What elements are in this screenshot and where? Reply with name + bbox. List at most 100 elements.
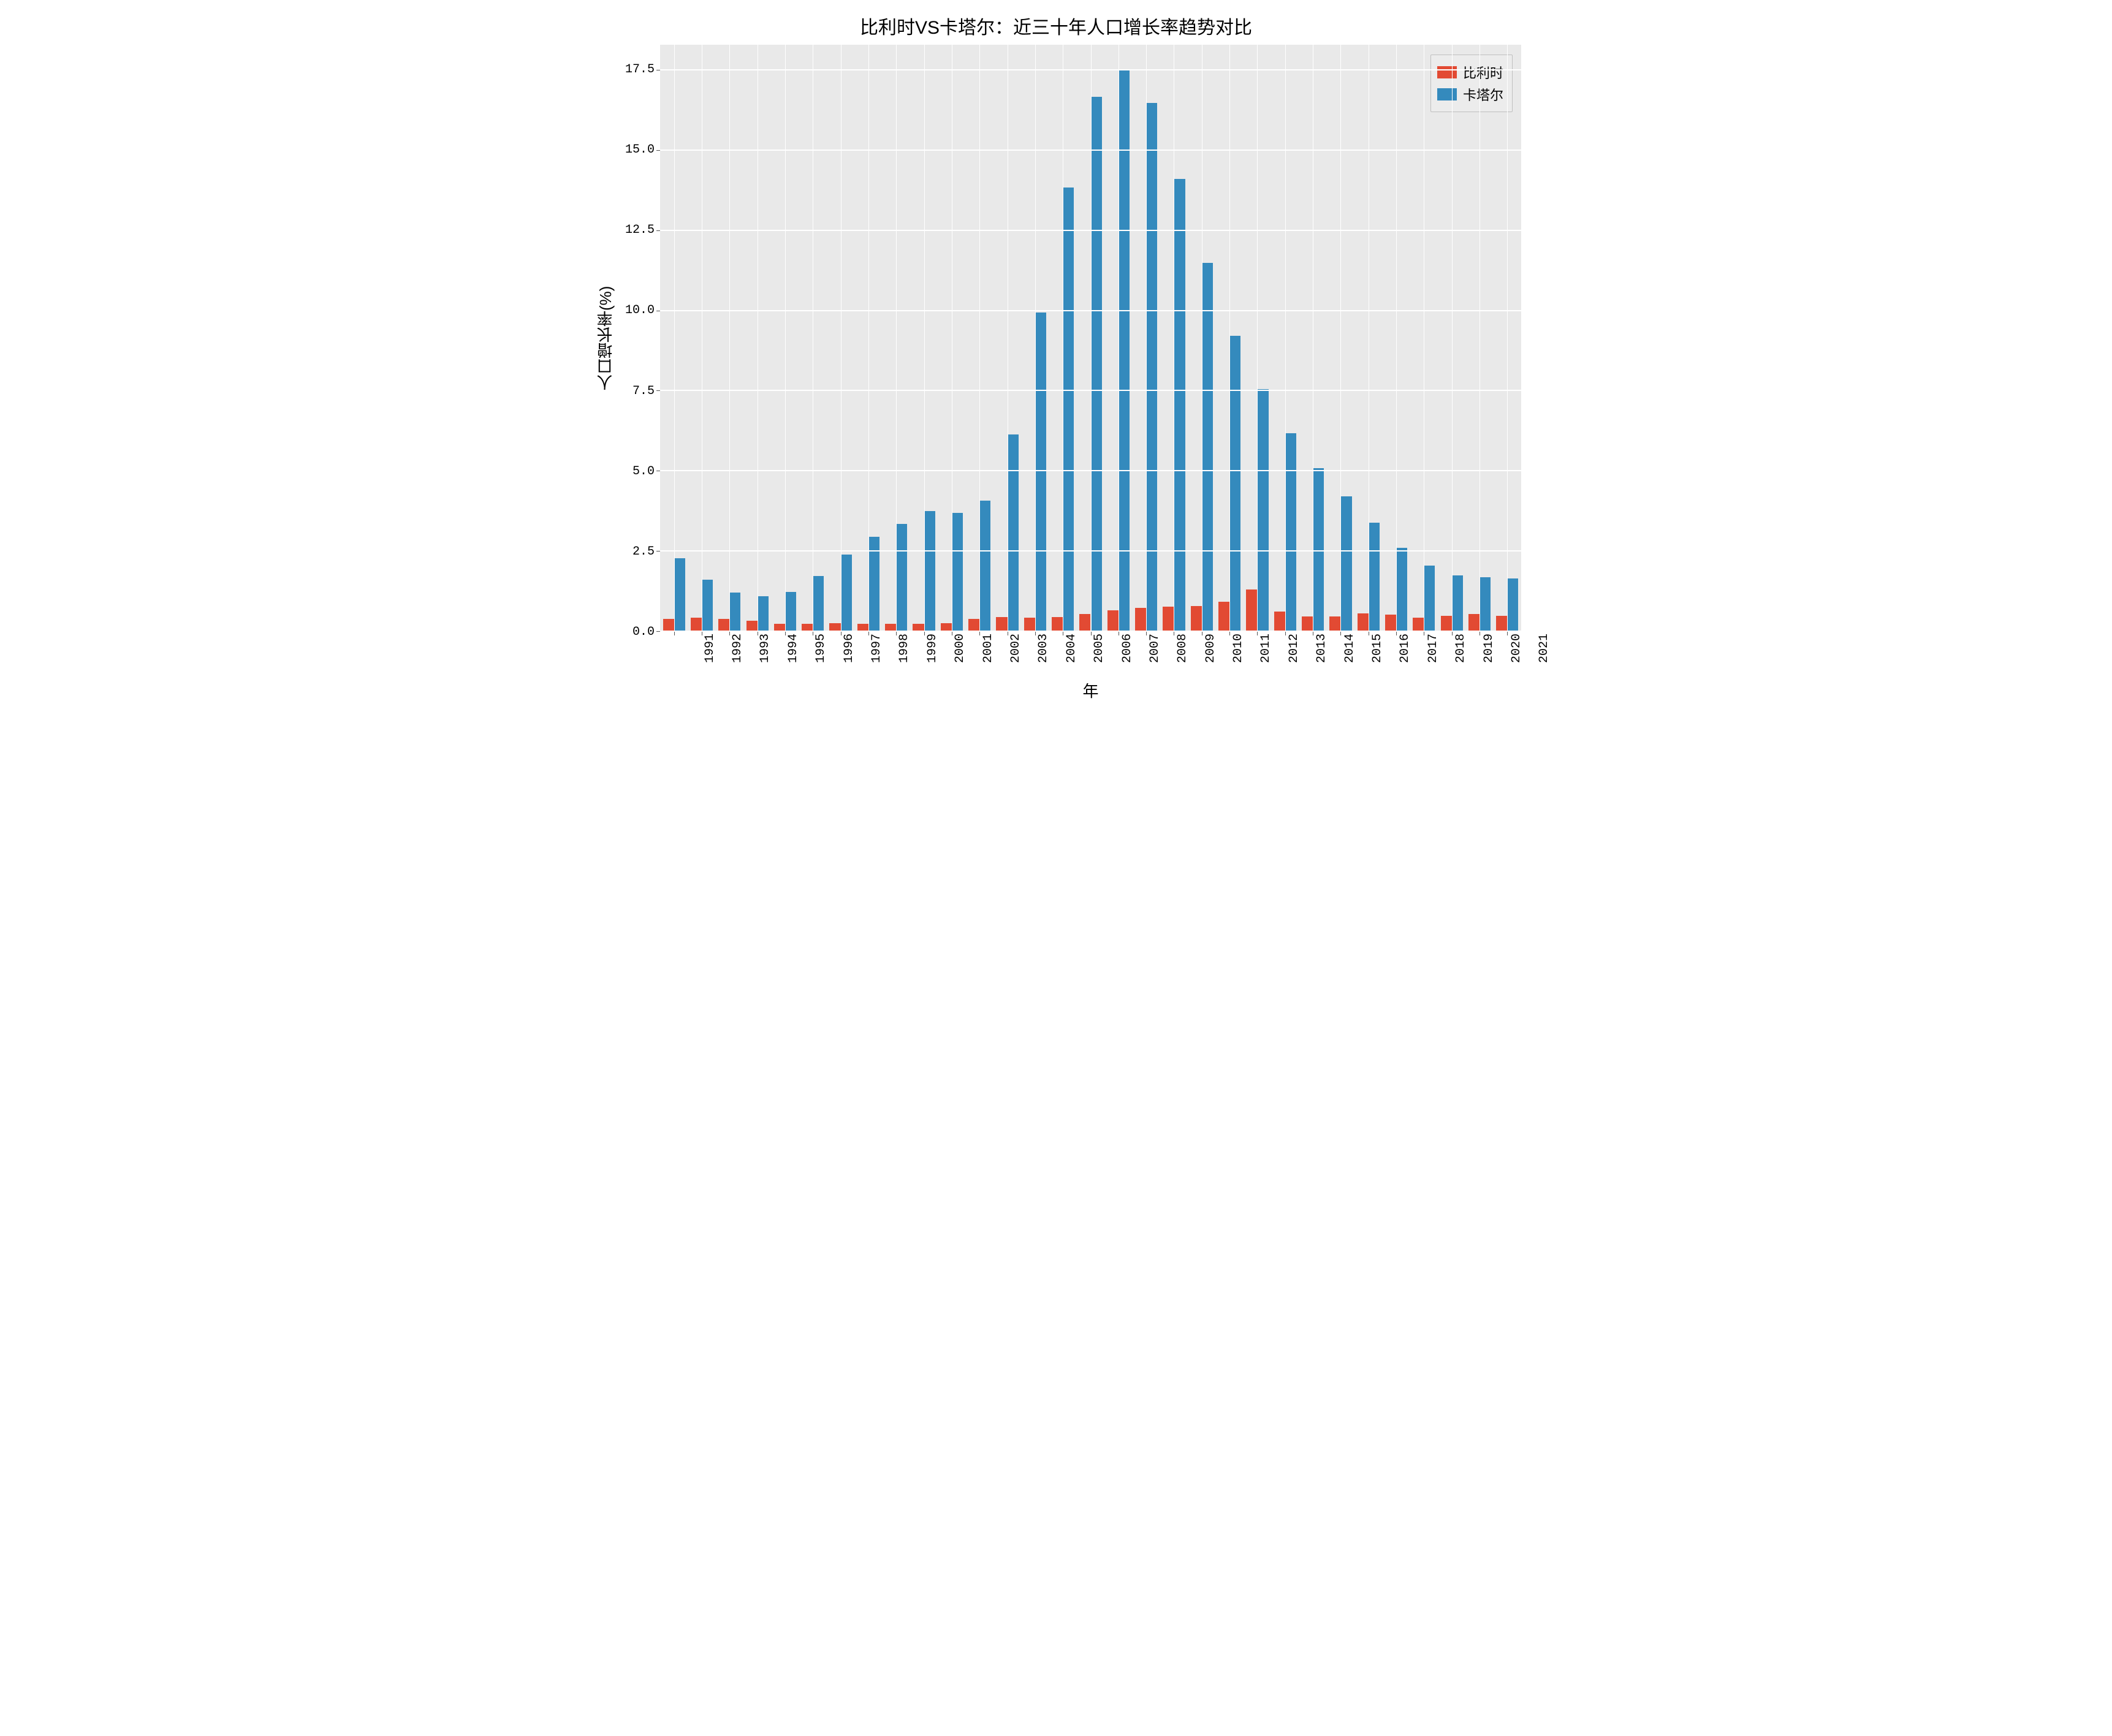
- x-tick-mark: [1396, 632, 1397, 635]
- y-axis-label: 人口增长率(%): [590, 44, 617, 632]
- x-tick-label: 1997: [870, 634, 884, 663]
- y-tick-label: 7.5: [625, 385, 655, 398]
- bar-belgium: [1052, 617, 1063, 632]
- bar-belgium: [1107, 610, 1119, 632]
- bar-belgium: [1302, 616, 1313, 632]
- bar-belgium: [996, 617, 1007, 632]
- gridline-v: [1396, 45, 1397, 632]
- bar-qatar: [813, 576, 824, 632]
- bar-qatar: [1202, 263, 1213, 632]
- x-tick-label: 2003: [1036, 634, 1050, 663]
- x-tick-mark: [1507, 632, 1508, 635]
- bar-belgium: [1274, 612, 1285, 632]
- x-tick-mark: [1091, 632, 1092, 635]
- gridline-v: [868, 45, 869, 632]
- y-tick-mark: [656, 230, 660, 231]
- bar-qatar: [1229, 336, 1240, 632]
- bar-qatar: [841, 555, 852, 632]
- x-tick-mark: [1340, 632, 1341, 635]
- y-tick-label: 10.0: [625, 305, 655, 317]
- x-tick-mark: [1146, 632, 1147, 635]
- x-tick-label: 2021: [1537, 634, 1551, 663]
- legend-row: 卡塔尔: [1437, 85, 1503, 104]
- y-tick-mark: [656, 390, 660, 391]
- bar-belgium: [1468, 614, 1480, 632]
- x-tick-label: 1991: [703, 634, 717, 663]
- bar-belgium: [1329, 616, 1340, 632]
- bar-belgium: [1191, 606, 1202, 632]
- legend: 比利时卡塔尔: [1430, 55, 1513, 112]
- x-tick-label: 2000: [953, 634, 967, 663]
- bar-belgium: [718, 619, 729, 632]
- gridline-v: [1229, 45, 1230, 632]
- gridline-v: [1452, 45, 1453, 632]
- bar-qatar: [1119, 70, 1130, 632]
- gridline-v: [729, 45, 730, 632]
- x-tick-label: 2008: [1176, 634, 1190, 663]
- x-tick-mark: [979, 632, 980, 635]
- bar-qatar: [896, 524, 907, 632]
- x-tick-label: 2012: [1287, 634, 1301, 663]
- x-tick-label: 2009: [1204, 634, 1218, 663]
- x-tick-label: 2013: [1315, 634, 1329, 663]
- x-tick-label: 1998: [897, 634, 911, 663]
- x-tick-label: 2018: [1454, 634, 1468, 663]
- bar-qatar: [758, 596, 769, 632]
- gridline-v: [1507, 45, 1508, 632]
- gridline-v: [1091, 45, 1092, 632]
- x-tick-mark: [785, 632, 786, 635]
- bar-qatar: [1452, 575, 1463, 632]
- x-tick-label: 2016: [1398, 634, 1412, 663]
- x-tick-label: 1995: [814, 634, 828, 663]
- gridline-v: [924, 45, 925, 632]
- x-tick-label: 2015: [1370, 634, 1385, 663]
- bar-qatar: [702, 580, 713, 632]
- gridline-v: [896, 45, 897, 632]
- bar-belgium: [1413, 618, 1424, 632]
- x-tick-label: 2011: [1259, 634, 1273, 663]
- x-tick-mark: [868, 632, 869, 635]
- bar-qatar: [979, 501, 990, 632]
- gridline-v: [785, 45, 786, 632]
- plot-wrap: 人口增长率(%) 0.0 2.5 5.0 7.510.012.515.017.5…: [590, 44, 1522, 632]
- y-tick-label: 17.5: [625, 64, 655, 76]
- legend-label: 卡塔尔: [1463, 85, 1503, 104]
- bar-belgium: [1441, 616, 1452, 632]
- bar-qatar: [1396, 548, 1407, 632]
- x-axis-label: 年: [1082, 682, 1098, 700]
- x-tick-mark: [1452, 632, 1453, 635]
- x-tick-label: 1992: [731, 634, 745, 663]
- chart-container: 比利时VS卡塔尔：近三十年人口增长率趋势对比 人口增长率(%) 0.0 2.5 …: [590, 12, 1522, 702]
- gridline-v: [1257, 45, 1258, 632]
- bar-qatar: [1369, 523, 1380, 632]
- bar-qatar: [1035, 313, 1046, 632]
- y-tick-label: 12.5: [625, 224, 655, 237]
- bar-qatar: [1146, 103, 1157, 632]
- x-tick-label: 2002: [1009, 634, 1023, 663]
- bar-belgium: [1385, 615, 1396, 632]
- chart-title: 比利时VS卡塔尔：近三十年人口增长率趋势对比: [590, 12, 1522, 39]
- x-axis-label-wrap: 年: [590, 679, 1522, 702]
- bar-belgium: [1496, 616, 1507, 632]
- x-tick-label: 2006: [1120, 634, 1134, 663]
- bar-qatar: [729, 593, 740, 632]
- x-tick-mark: [1257, 632, 1258, 635]
- x-tick-label: 2019: [1482, 634, 1496, 663]
- bar-qatar: [952, 513, 963, 632]
- x-tick-mark: [924, 632, 925, 635]
- x-tick-mark: [674, 632, 675, 635]
- gridline-v: [674, 45, 675, 632]
- y-tick-label: 2.5: [625, 546, 655, 558]
- gridline-v: [979, 45, 980, 632]
- x-tick-row: 1991199219931994199519961997199819992000…: [659, 636, 1522, 679]
- legend-swatch: [1437, 88, 1457, 100]
- bar-belgium: [1135, 608, 1146, 632]
- y-tick-column: 0.0 2.5 5.0 7.510.012.515.017.5: [617, 44, 659, 632]
- bar-qatar: [1285, 433, 1296, 632]
- legend-swatch: [1437, 66, 1457, 78]
- gridline-v: [1285, 45, 1286, 632]
- bar-qatar: [1480, 577, 1491, 632]
- y-tick-label: 0.0: [625, 626, 655, 639]
- x-tick-mark: [1035, 632, 1036, 635]
- gridline-v: [1146, 45, 1147, 632]
